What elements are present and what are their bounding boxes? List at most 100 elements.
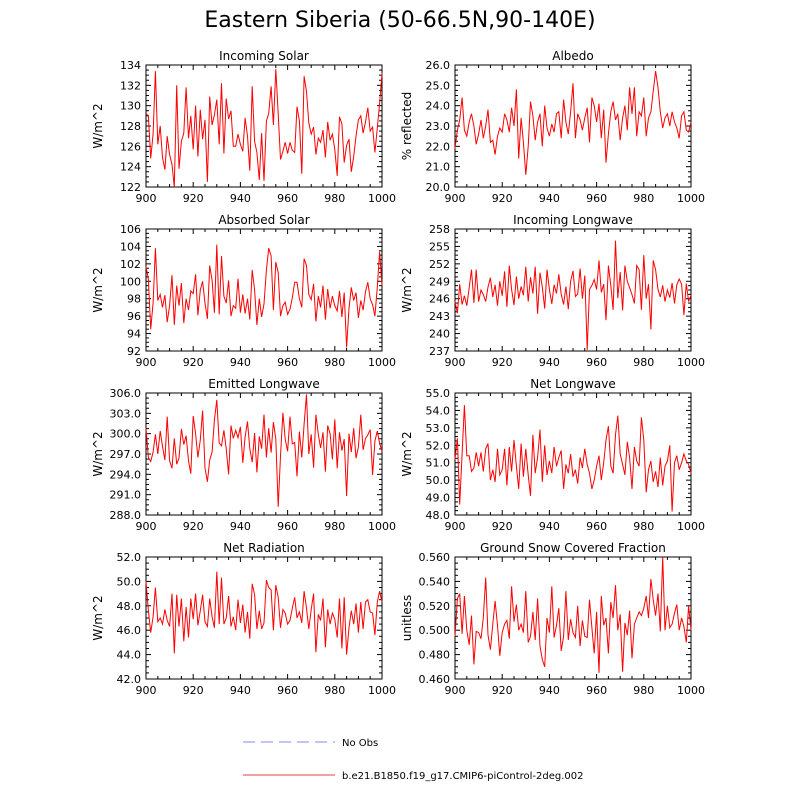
y-tick-label: 26.0 [426, 59, 451, 72]
y-axis-label: unitless [400, 595, 414, 641]
y-axis-label: % reflected [400, 92, 414, 161]
x-tick-label: 960 [277, 356, 298, 369]
x-tick-label: 960 [277, 520, 298, 533]
y-axis-label: W/m^2 [91, 103, 105, 148]
chart-panel-4: Emitted Longwave 900 920 940 960 980 1000 288.0… [91, 377, 396, 533]
x-tick-label: 980 [324, 684, 345, 697]
x-tick-label: 920 [492, 684, 513, 697]
x-tick-label: 980 [633, 192, 654, 205]
x-tick-label: 960 [586, 520, 607, 533]
y-tick-label: 0.480 [419, 649, 451, 662]
chart-title: Ground Snow Covered Fraction [480, 541, 666, 555]
y-tick-label: 104 [120, 240, 141, 253]
x-tick-label: 960 [277, 684, 298, 697]
x-tick-label: 1000 [368, 520, 396, 533]
chart-panel-7: Ground Snow Covered Fraction 900 920 940 960… [400, 541, 705, 697]
x-tick-label: 900 [445, 684, 466, 697]
x-tick-label: 980 [324, 356, 345, 369]
series-line [145, 571, 383, 655]
x-tick-label: 960 [586, 684, 607, 697]
y-tick-label: 255 [429, 240, 450, 253]
x-tick-label: 980 [633, 356, 654, 369]
y-tick-label: 134 [120, 59, 141, 72]
x-tick-label: 940 [539, 356, 560, 369]
x-tick-label: 920 [183, 520, 204, 533]
y-tick-label: 0.460 [419, 673, 451, 686]
y-tick-label: 294.0 [110, 468, 142, 481]
x-tick-label: 900 [136, 192, 157, 205]
y-tick-label: 92 [127, 345, 141, 358]
y-tick-label: 300.0 [110, 428, 142, 441]
x-tick-label: 940 [230, 192, 251, 205]
legend-label: No Obs [342, 738, 378, 749]
x-tick-label: 1000 [677, 356, 705, 369]
y-axis-label: W/m^2 [400, 431, 414, 476]
chart-panel-5: Net Longwave 900 920 940 960 980 1000 48.0 49.0 5… [400, 377, 705, 533]
series-line [454, 556, 692, 673]
page-title: Eastern Siberia (50-66.5N,90-140E) [204, 8, 596, 33]
chart-panel-6: Net Radiation 900 920 940 960 980 1000 42.0 44.0… [91, 541, 396, 697]
x-tick-label: 900 [445, 192, 466, 205]
legend-label: b.e21.B1850.f19_g17.CMIP6-piControl-2deg… [342, 771, 583, 782]
y-tick-label: 96 [127, 310, 141, 323]
y-tick-label: 53.0 [426, 422, 451, 435]
y-tick-label: 0.540 [419, 575, 451, 588]
y-tick-label: 0.560 [419, 551, 451, 564]
y-tick-label: 98 [127, 293, 141, 306]
y-tick-label: 20.0 [426, 181, 451, 194]
y-tick-label: 126 [120, 140, 141, 153]
x-tick-label: 1000 [677, 192, 705, 205]
y-tick-label: 130 [120, 100, 141, 113]
series-line [145, 394, 383, 507]
y-tick-label: 52.0 [426, 439, 451, 452]
series-line [454, 240, 692, 350]
y-tick-label: 48.0 [426, 509, 451, 522]
y-tick-label: 249 [429, 275, 450, 288]
y-axis-label: W/m^2 [91, 595, 105, 640]
y-axis-label: W/m^2 [400, 267, 414, 312]
chart-title: Absorbed Solar [218, 213, 309, 227]
y-tick-label: 21.0 [426, 161, 451, 174]
x-tick-label: 940 [230, 520, 251, 533]
y-tick-label: 122 [120, 181, 141, 194]
y-tick-label: 0.500 [419, 624, 451, 637]
y-axis-label: W/m^2 [91, 267, 105, 312]
y-tick-label: 132 [120, 79, 141, 92]
y-tick-label: 44.0 [117, 649, 142, 662]
x-tick-label: 940 [230, 356, 251, 369]
x-tick-label: 1000 [368, 356, 396, 369]
chart-panel-1: Albedo 900 920 940 960 980 1000 20.0 21.0 22.0 23.… [400, 49, 705, 205]
x-tick-label: 900 [136, 356, 157, 369]
y-tick-label: 46.0 [117, 624, 142, 637]
y-tick-label: 291.0 [110, 489, 142, 502]
y-tick-label: 252 [429, 258, 450, 271]
x-tick-label: 960 [586, 192, 607, 205]
x-tick-label: 1000 [677, 520, 705, 533]
x-tick-label: 900 [445, 356, 466, 369]
x-tick-label: 920 [492, 520, 513, 533]
y-tick-label: 237 [429, 345, 450, 358]
y-tick-label: 102 [120, 258, 141, 271]
chart-title: Net Radiation [223, 541, 305, 555]
y-tick-label: 55.0 [426, 387, 451, 400]
x-tick-label: 980 [633, 520, 654, 533]
legend-item: No Obs [243, 738, 378, 749]
x-tick-label: 920 [183, 684, 204, 697]
x-tick-label: 980 [324, 520, 345, 533]
y-tick-label: 22.0 [426, 140, 451, 153]
y-tick-label: 124 [120, 161, 141, 174]
x-tick-label: 980 [324, 192, 345, 205]
y-tick-label: 297.0 [110, 448, 142, 461]
y-tick-label: 303.0 [110, 407, 142, 420]
x-tick-label: 900 [136, 684, 157, 697]
x-tick-label: 920 [183, 356, 204, 369]
y-tick-label: 0.520 [419, 600, 451, 613]
y-tick-label: 240 [429, 328, 450, 341]
legend-item: b.e21.B1850.f19_g17.CMIP6-piControl-2deg… [243, 771, 583, 782]
series-line [454, 71, 692, 175]
y-tick-label: 258 [429, 223, 450, 236]
y-tick-label: 24.0 [426, 100, 451, 113]
series-line [454, 405, 692, 512]
y-tick-label: 54.0 [426, 404, 451, 417]
